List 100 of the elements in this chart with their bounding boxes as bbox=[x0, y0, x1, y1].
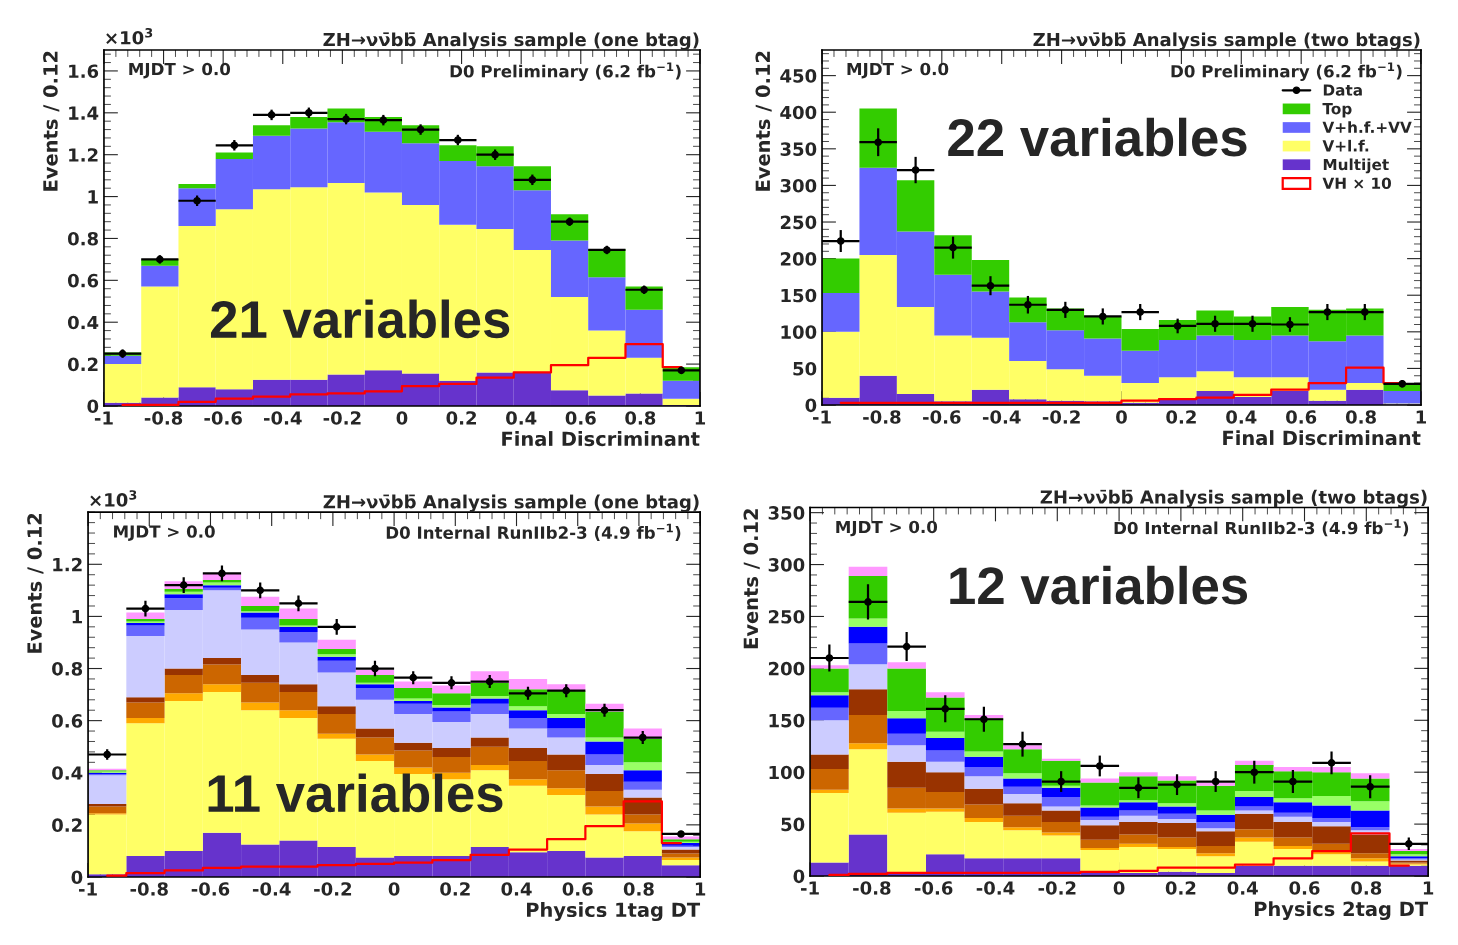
y-tick-label: 50 bbox=[781, 817, 805, 832]
chart-title: ZH→νν̄bb̄ Analysis sample (one btag) bbox=[323, 32, 699, 50]
text: ×10$^{3}$ bbox=[106, 28, 153, 45]
x-tick-label: 0.4 bbox=[1226, 410, 1257, 424]
annotation: D0 Preliminary (6.2 fb$^{−1}$) bbox=[450, 62, 681, 81]
y-tick-label: 0 bbox=[87, 399, 99, 414]
y-tick-label: 0 bbox=[805, 398, 817, 413]
x-tick-label: 0.8 bbox=[1345, 410, 1376, 424]
x-tick-label: 0 bbox=[396, 411, 408, 425]
annotation: D0 Preliminary (6.2 fb$^{−1}$) bbox=[1171, 62, 1402, 81]
legend-label: VH × 10 bbox=[1322, 177, 1392, 189]
y-tick-label: 400 bbox=[780, 105, 817, 120]
x-tick-label: -0.4 bbox=[982, 410, 1021, 424]
y-tick-label: 150 bbox=[781, 288, 817, 303]
x-tick-label: -0.8 bbox=[144, 411, 183, 425]
legend-label: Top bbox=[1322, 103, 1352, 118]
y-tick-label: 100 bbox=[781, 325, 817, 339]
x-tick-label: -0.6 bbox=[914, 881, 953, 895]
x-tick-label: 0.8 bbox=[623, 882, 654, 896]
x-tick-label: 0.2 bbox=[446, 411, 476, 425]
x-tick-label: -1 bbox=[79, 882, 97, 896]
y-tick-label: 0.4 bbox=[67, 315, 99, 330]
y-tick-label: 1.4 bbox=[69, 106, 99, 120]
y-tick-label: 0.4 bbox=[52, 766, 83, 780]
y-axis-title: Events / 0.12 bbox=[755, 51, 772, 191]
x-tick-label: -1 bbox=[812, 410, 831, 424]
y-tick-label: 350 bbox=[768, 506, 805, 520]
y-tick-label: 1 bbox=[88, 190, 98, 204]
y-tick-label: 0.6 bbox=[52, 714, 83, 728]
y-tick-label: 0.2 bbox=[67, 357, 98, 372]
annotation: 11 variables bbox=[208, 773, 503, 813]
chart-title: ZH→νν̄bb̄ Analysis sample (one btag) bbox=[323, 494, 699, 513]
chart-title: ZH→νν̄bb̄ Analysis sample (two btags) bbox=[1040, 489, 1427, 508]
chart-title: ZH→νν̄bb̄ Analysis sample (two btags) bbox=[1033, 32, 1420, 50]
x-tick-label: -0.2 bbox=[323, 411, 361, 425]
x-tick-label: -1 bbox=[801, 881, 819, 895]
y-axis-title: Events / 0.12 bbox=[743, 509, 760, 649]
x-tick-label: 0.2 bbox=[1166, 410, 1196, 424]
x-tick-label: -0.8 bbox=[130, 882, 168, 896]
x-tick-label: 0.2 bbox=[440, 882, 470, 896]
x-tick-label: 0 bbox=[388, 882, 400, 896]
x-tick-label: 0 bbox=[1113, 881, 1125, 895]
x-tick-label: 0.4 bbox=[1227, 881, 1258, 895]
x-tick-label: 1 bbox=[1423, 881, 1434, 895]
x-tick-label: -0.6 bbox=[191, 882, 230, 896]
x-tick-label: 0 bbox=[1116, 410, 1127, 424]
y-axis-title: Events / 0.12 bbox=[43, 51, 60, 191]
x-tick-label: -0.4 bbox=[252, 882, 291, 896]
x-tick-label: 1 bbox=[695, 882, 706, 896]
y-tick-label: 250 bbox=[780, 215, 817, 230]
x-tick-label: 0.6 bbox=[565, 411, 596, 425]
x-tick-label: 1 bbox=[695, 411, 706, 425]
x-tick-label: 0.8 bbox=[625, 411, 656, 425]
legend-label: Multijet bbox=[1323, 158, 1389, 174]
x-tick-label: -0.8 bbox=[863, 410, 901, 424]
x-tick-label: 0.2 bbox=[1165, 881, 1196, 895]
y-tick-label: 300 bbox=[768, 558, 805, 572]
y-tick-label: 0 bbox=[793, 869, 805, 884]
annotation: D0 Internal RunIIb2-3 (4.9 fb$^{−1}$) bbox=[386, 523, 681, 541]
x-tick-label: 0.6 bbox=[1289, 881, 1320, 895]
annotation: 21 variables bbox=[210, 299, 510, 339]
x-axis-title: Physics 1tag DT bbox=[527, 902, 701, 922]
x-tick-label: 1 bbox=[1416, 410, 1427, 424]
x-tick-label: -0.2 bbox=[1038, 881, 1076, 895]
x-tick-label: -0.6 bbox=[923, 410, 961, 424]
y-tick-label: 150 bbox=[769, 713, 805, 728]
x-tick-label: 0.4 bbox=[506, 411, 537, 425]
y-tick-label: 300 bbox=[780, 178, 817, 193]
x-tick-label: 0.6 bbox=[562, 882, 593, 896]
y-tick-label: 450 bbox=[780, 69, 817, 83]
y-tick-label: 100 bbox=[769, 765, 805, 780]
x-axis-title: Final Discriminant bbox=[502, 431, 700, 447]
y-tick-label: 250 bbox=[768, 609, 805, 624]
y-tick-label: 200 bbox=[768, 661, 805, 676]
annotation: MJDT > 0.0 bbox=[847, 62, 949, 79]
y-tick-label: 0.6 bbox=[67, 273, 99, 288]
annotation: 12 variables bbox=[950, 565, 1248, 605]
annotation: MJDT > 0.0 bbox=[129, 62, 231, 79]
y-tick-label: 50 bbox=[793, 361, 817, 376]
x-tick-label: 0.8 bbox=[1351, 881, 1382, 895]
y-tick-label: 1 bbox=[72, 610, 82, 624]
y-axis-title: Events / 0.12 bbox=[27, 513, 44, 653]
x-tick-label: 0.6 bbox=[1286, 410, 1317, 424]
legend-label: V+l.f. bbox=[1322, 139, 1369, 152]
y-tick-label: 1.6 bbox=[69, 64, 99, 79]
annotation: D0 Internal RunIIb2-3 (4.9 fb$^{−1}$) bbox=[1114, 519, 1409, 537]
x-tick-label: -1 bbox=[94, 411, 113, 425]
y-tick-label: 350 bbox=[780, 142, 817, 156]
y-tick-label: 1.2 bbox=[53, 557, 82, 572]
x-tick-label: -0.2 bbox=[1042, 410, 1080, 424]
x-axis-title: Physics 2tag DT bbox=[1254, 901, 1429, 921]
annotation: 22 variables bbox=[948, 117, 1247, 157]
x-tick-label: -0.6 bbox=[204, 411, 242, 425]
x-axis-title: Final Discriminant bbox=[1223, 430, 1421, 446]
x-tick-label: 0.4 bbox=[501, 882, 532, 896]
x-tick-label: -0.8 bbox=[853, 881, 891, 895]
x-tick-label: -0.4 bbox=[264, 411, 302, 425]
annotation: MJDT > 0.0 bbox=[114, 525, 215, 541]
legend-label: Data bbox=[1323, 84, 1362, 96]
legend-label: V+h.f.+VV bbox=[1322, 121, 1412, 133]
